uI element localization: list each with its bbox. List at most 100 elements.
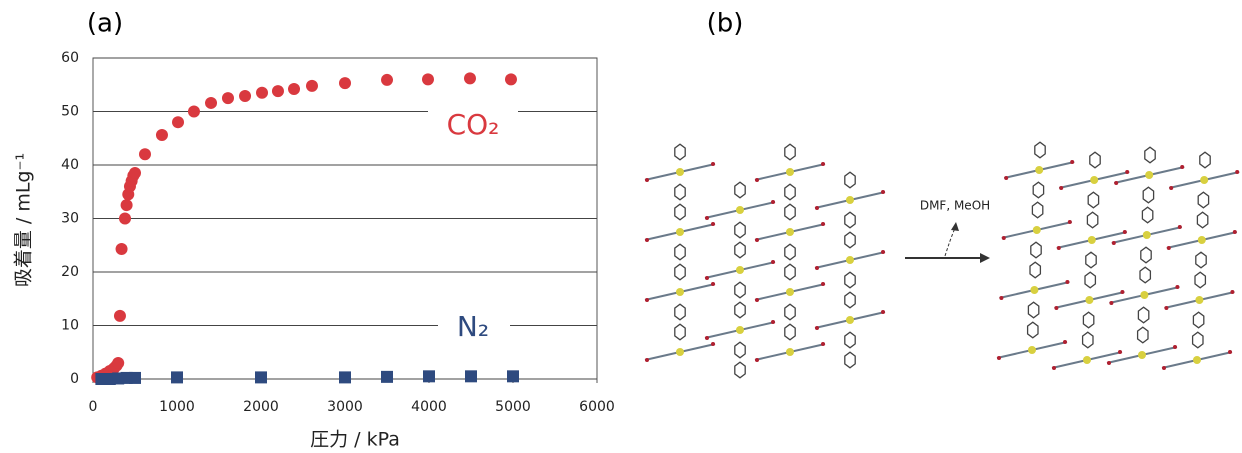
data-point — [116, 243, 128, 255]
x-tick-label: 3000 — [327, 399, 363, 415]
arrow-label: DMF, MeOH — [920, 199, 990, 213]
y-tick-label: 30 — [61, 211, 79, 227]
data-point — [239, 90, 251, 102]
metal — [1035, 166, 1043, 174]
data-point — [381, 371, 393, 383]
panel-label: (b) — [707, 9, 744, 39]
metal — [846, 196, 854, 204]
atom — [645, 358, 649, 362]
atom — [705, 276, 709, 280]
atom — [1180, 165, 1184, 169]
data-point — [255, 371, 267, 383]
atom — [1109, 301, 1113, 305]
y-axis-label: 吸着量 / mLg⁻¹ — [13, 153, 35, 287]
metal — [786, 228, 794, 236]
figure: (a) (b) 圧力 / kPa 吸着量 / mLg⁻¹ 01020304050… — [0, 0, 1242, 453]
atom — [881, 250, 885, 254]
atom — [771, 200, 775, 204]
data-point — [339, 77, 351, 89]
metal — [1085, 296, 1093, 304]
atom — [1059, 186, 1063, 190]
data-point — [188, 106, 200, 118]
metal — [1140, 291, 1148, 299]
panel-label: (a) — [87, 9, 123, 39]
atom — [711, 222, 715, 226]
metal — [846, 316, 854, 324]
atom — [645, 298, 649, 302]
atom — [1178, 225, 1182, 229]
atom — [645, 238, 649, 242]
data-point — [172, 116, 184, 128]
data-point — [129, 372, 141, 384]
atom — [1167, 246, 1171, 250]
y-tick-label: 10 — [61, 318, 79, 334]
data-point — [505, 73, 517, 85]
atom — [1169, 186, 1173, 190]
metal — [736, 326, 744, 334]
series-label: N₂ — [457, 310, 489, 343]
x-axis-label: 圧力 / kPa — [310, 429, 400, 451]
metal — [786, 348, 794, 356]
metal — [1145, 171, 1153, 179]
x-tick-label: 0 — [89, 399, 98, 415]
atom — [771, 320, 775, 324]
atom — [1070, 160, 1074, 164]
data-point — [507, 370, 519, 382]
atom — [1125, 170, 1129, 174]
metal — [1028, 346, 1036, 354]
atom — [999, 296, 1003, 300]
atom — [821, 162, 825, 166]
data-point — [464, 72, 476, 84]
data-point — [272, 85, 284, 97]
atom — [705, 336, 709, 340]
atom — [1162, 366, 1166, 370]
data-point — [465, 370, 477, 382]
metal — [1143, 231, 1151, 239]
data-point — [339, 371, 351, 383]
atom — [821, 282, 825, 286]
atom — [1057, 246, 1061, 250]
atom — [1068, 220, 1072, 224]
y-tick-label: 40 — [61, 157, 79, 173]
metal — [1030, 286, 1038, 294]
data-point — [139, 148, 151, 160]
atom — [1065, 280, 1069, 284]
data-point — [121, 199, 133, 211]
data-point — [205, 97, 217, 109]
atom — [771, 260, 775, 264]
atom — [1235, 170, 1239, 174]
data-point — [114, 310, 126, 322]
x-tick-label: 4000 — [411, 399, 447, 415]
data-point — [171, 371, 183, 383]
atom — [1118, 350, 1122, 354]
data-point — [112, 357, 124, 369]
atom — [1054, 306, 1058, 310]
atom — [1164, 306, 1168, 310]
series-label: CO₂ — [447, 108, 500, 141]
x-tick-label: 2000 — [243, 399, 279, 415]
atom — [1004, 176, 1008, 180]
atom — [1175, 285, 1179, 289]
metal — [786, 168, 794, 176]
x-tick-label: 5000 — [495, 399, 531, 415]
atom — [755, 238, 759, 242]
y-tick-label: 0 — [70, 371, 79, 387]
atom — [815, 206, 819, 210]
metal — [1083, 356, 1091, 364]
metal — [736, 266, 744, 274]
metal — [1200, 176, 1208, 184]
atom — [1228, 350, 1232, 354]
data-point — [119, 213, 131, 225]
atom — [645, 178, 649, 182]
metal — [676, 288, 684, 296]
atom — [755, 178, 759, 182]
atom — [1123, 230, 1127, 234]
atom — [711, 342, 715, 346]
metal — [676, 228, 684, 236]
metal — [1195, 296, 1203, 304]
metal — [736, 206, 744, 214]
data-point — [423, 370, 435, 382]
atom — [1002, 236, 1006, 240]
metal — [846, 256, 854, 264]
data-point — [222, 92, 234, 104]
